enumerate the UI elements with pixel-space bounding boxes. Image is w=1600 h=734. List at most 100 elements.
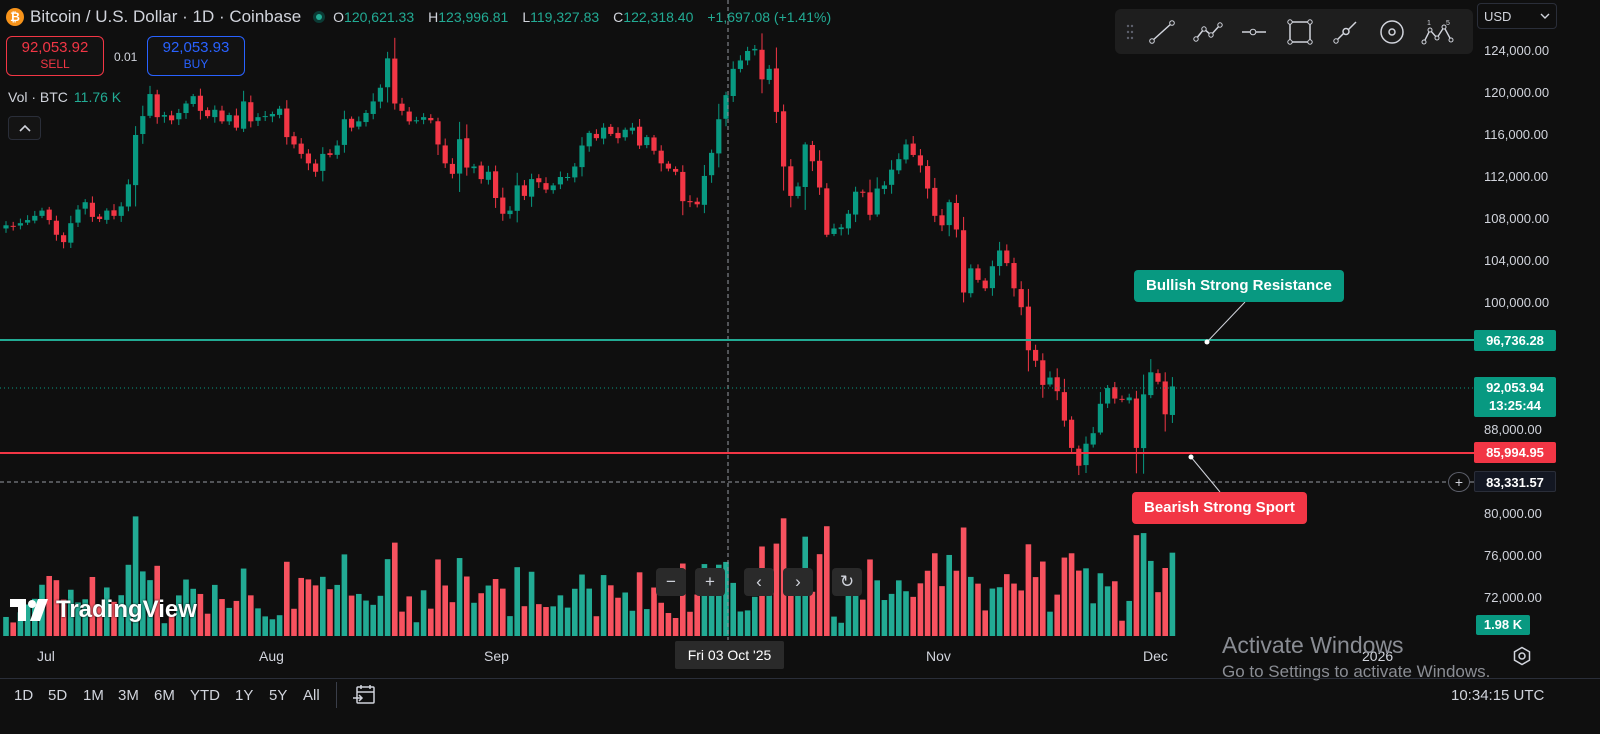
scroll-right-button[interactable]: › [783, 568, 813, 596]
volume-bar [831, 616, 837, 636]
volume-bar [118, 595, 124, 636]
resistance-anchor[interactable] [1204, 339, 1210, 345]
candle-body [428, 117, 434, 121]
sell-button[interactable]: 92,053.92 SELL [6, 36, 104, 76]
volume-bar [528, 571, 535, 636]
resistance-callout[interactable]: Bullish Strong Resistance [1134, 270, 1344, 302]
volume-bar [471, 602, 477, 636]
candle-body [1025, 306, 1031, 351]
range-1m-button[interactable]: 1M [83, 687, 104, 704]
path-icon[interactable] [1185, 12, 1231, 52]
volume-bar [413, 622, 420, 636]
toolbar-divider [336, 682, 337, 708]
range-1d-button[interactable]: 1D [14, 687, 34, 704]
candle-body [1148, 372, 1154, 396]
range-1y-button[interactable]: 1Y [235, 687, 254, 704]
volume-bar [435, 559, 441, 636]
range-6m-button[interactable]: 6M [154, 687, 175, 704]
volume-bar [147, 580, 153, 636]
symbol-title[interactable]: Bitcoin / U.S. Dollar · 1D · Coinbase [30, 7, 302, 26]
candle-body [637, 126, 643, 146]
candle-body [802, 144, 808, 187]
volume-bar [773, 543, 780, 636]
range-5y-button[interactable]: 5Y [269, 687, 288, 704]
candle-body [953, 203, 959, 230]
volume-series [3, 516, 1176, 636]
candle-body [147, 94, 153, 116]
candle-body [615, 132, 621, 139]
volume-bar [881, 600, 888, 636]
trend-line-icon[interactable] [1139, 12, 1185, 52]
range-ytd-button[interactable]: YTD [190, 687, 220, 704]
volume-bar [701, 564, 708, 636]
volume-bar [82, 599, 88, 636]
candle-body [572, 166, 578, 178]
candle-body [917, 155, 923, 166]
rectangle-icon[interactable] [1277, 12, 1323, 52]
volume-bar [1119, 620, 1125, 636]
candle-body [53, 220, 59, 235]
candle-body [269, 114, 275, 117]
date-range-calendar-icon[interactable] [352, 683, 378, 707]
zoom-in-button[interactable]: + [695, 568, 725, 596]
candle-body [320, 153, 326, 171]
volume-bar [478, 593, 484, 636]
volume-bar [564, 607, 571, 636]
tradingview-watermark[interactable]: TradingView [10, 596, 197, 624]
candle-body [1090, 433, 1096, 445]
chevron-down-icon [1540, 13, 1550, 19]
candle-body [586, 132, 592, 147]
add-alert-plus-icon[interactable]: + [1448, 472, 1470, 492]
candle-body [1076, 448, 1082, 466]
volume-bar [572, 588, 578, 636]
volume-bar [1054, 594, 1060, 636]
candle-body [997, 250, 1003, 267]
candle-body [97, 216, 103, 219]
candle-body [406, 111, 412, 122]
volume-bar [752, 596, 758, 636]
brush-icon[interactable] [1323, 12, 1369, 52]
volume-bar [1040, 561, 1046, 636]
candle-body [565, 177, 571, 178]
support-anchor[interactable] [1188, 454, 1194, 460]
utc-clock[interactable]: 10:34:15 UTC [1451, 687, 1545, 704]
candle-body [975, 268, 981, 280]
candle-body [644, 137, 650, 146]
volume-bar [1025, 544, 1032, 636]
candle-body [421, 117, 427, 120]
support-callout[interactable]: Bearish Strong Sport [1132, 492, 1307, 524]
candle-body [766, 68, 772, 80]
volume-bar [924, 570, 931, 636]
ohlc-high: H123,996.81 [428, 9, 509, 25]
volume-bar [557, 595, 564, 636]
range-5d-button[interactable]: 5D [48, 687, 68, 704]
circle-icon[interactable] [1369, 12, 1415, 52]
scroll-left-button[interactable]: ‹ [744, 568, 774, 596]
candle-body [1061, 392, 1067, 421]
candle-body [550, 185, 556, 191]
candle-body [75, 209, 81, 223]
buy-button[interactable]: 92,053.93 BUY [147, 36, 245, 76]
candle-body [111, 210, 117, 216]
range-all-button[interactable]: All [303, 687, 320, 704]
horizontal-ray-icon[interactable] [1231, 12, 1277, 52]
market-status-icon[interactable] [313, 11, 326, 23]
drag-handle-icon[interactable] [1121, 17, 1139, 47]
price-tick: 112,000.00 [1484, 169, 1549, 184]
volume-bar [896, 580, 902, 636]
volume-bar [154, 565, 160, 636]
volume-bar [46, 575, 52, 636]
volume-bar [680, 563, 686, 636]
zoom-out-button[interactable]: − [656, 568, 686, 596]
candle-body [464, 138, 470, 168]
settings-gear-icon[interactable] [1511, 645, 1533, 667]
reset-chart-button[interactable]: ↻ [832, 568, 862, 596]
candle-body [795, 186, 801, 197]
collapse-legend-button[interactable] [8, 116, 41, 140]
ohlc-low: L119,327.83 [522, 9, 600, 25]
range-3m-button[interactable]: 3M [118, 687, 139, 704]
candle-body [737, 60, 743, 69]
currency-select[interactable]: USD [1477, 3, 1557, 29]
